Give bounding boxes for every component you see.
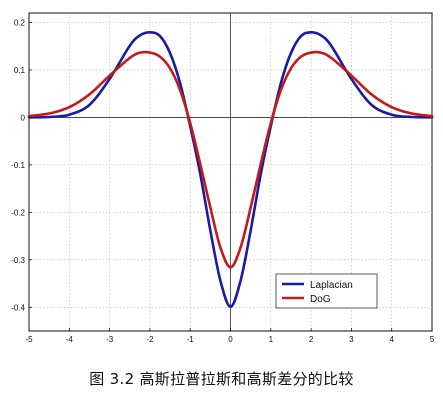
y-tick-label: 0 (21, 113, 26, 122)
tick-labels: -5 -4 -3 -2 -1 0 1 2 3 4 5 0.2 0.1 0 -0.1 -0.2 -0.3 -0.4 (11, 18, 435, 344)
x-tick-label: 1 (269, 335, 274, 344)
legend-label-laplacian: Laplacian (310, 280, 353, 291)
y-tick-label: -0.4 (11, 303, 25, 312)
y-tick-label: -0.2 (11, 208, 25, 217)
grid-lines (29, 13, 432, 331)
x-tick-label: 2 (309, 335, 314, 344)
y-tick-label: 0.1 (14, 66, 26, 75)
y-tick-label: 0.2 (14, 18, 26, 27)
x-tick-label: -3 (106, 335, 114, 344)
legend: Laplacian DoG (275, 273, 378, 309)
line-chart: -5 -4 -3 -2 -1 0 1 2 3 4 50.20.10-0.1-0.2-0.3-0.4 … (11, 12, 435, 344)
x-tick-label: -5 (25, 335, 33, 344)
x-tick-label: 0 (228, 335, 233, 344)
x-tick-label: 4 (389, 335, 394, 344)
x-tick-label: 3 (349, 335, 354, 344)
series-lines (27, 30, 434, 309)
x-tick-label: -4 (66, 335, 74, 344)
y-tick-label: -0.3 (11, 256, 25, 265)
figure-caption: 图 3.2 高斯拉普拉斯和高斯差分的比较 (89, 370, 354, 388)
legend-label-dog: DoG (310, 294, 331, 305)
y-tick-label: -0.1 (11, 161, 25, 170)
zero-axes (29, 13, 432, 331)
x-tick-label: -2 (146, 335, 154, 344)
series-line-laplacian (27, 30, 434, 309)
x-tick-label: 5 (430, 335, 435, 344)
x-tick-label: -1 (187, 335, 195, 344)
legend-box (275, 273, 378, 309)
series-line-dog (27, 50, 434, 269)
